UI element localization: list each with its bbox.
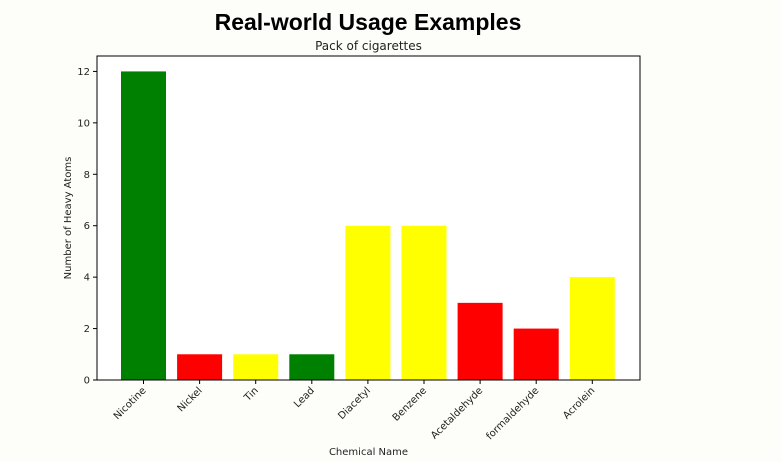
- y-tick-label: 2: [84, 324, 90, 335]
- x-tick-label: Benzene: [391, 385, 429, 423]
- y-tick-label: 0: [84, 376, 90, 387]
- y-tick-label: 4: [84, 273, 90, 284]
- y-tick-label: 10: [77, 118, 90, 129]
- x-tick-label: Lead: [292, 385, 317, 410]
- y-axis-title: Number of Heavy Atoms: [63, 157, 74, 280]
- page-title: Real-world Usage Examples: [214, 9, 522, 35]
- bar-diacetyl: [345, 225, 391, 380]
- y-axis: 0 2 4 6 8 10 12: [77, 67, 97, 387]
- plot-frame: [96, 55, 641, 381]
- bar-acrolein: [569, 277, 615, 380]
- chart-title: Pack of cigarettes: [315, 39, 422, 53]
- x-tick-label: Nicotine: [112, 385, 149, 422]
- bar-lead: [289, 354, 335, 380]
- x-axis: Nicotine Nickel Tin Lead Diacetyl Benzene Acet…: [112, 380, 597, 442]
- bar-acetaldehyde: [457, 302, 503, 380]
- bar-nicotine: [121, 71, 166, 380]
- bar-benzene: [401, 225, 447, 380]
- x-tick-label: Acetaldehyde: [429, 385, 485, 441]
- y-tick-label: 8: [84, 170, 90, 181]
- x-tick-label: Acrolein: [561, 385, 597, 421]
- y-tick-label: 12: [77, 67, 90, 78]
- x-axis-title: Chemical Name: [329, 447, 408, 458]
- x-tick-label: Tin: [242, 385, 261, 404]
- bar-formaldehyde: [513, 328, 559, 380]
- x-tick-label: Diacetyl: [336, 385, 373, 422]
- bar-nickel: [177, 354, 223, 380]
- y-tick-label: 6: [84, 221, 90, 232]
- x-tick-label: formaldehyde: [484, 385, 541, 442]
- bars-group: [121, 71, 615, 380]
- x-tick-label: Nickel: [176, 385, 205, 414]
- bar-tin: [233, 354, 279, 380]
